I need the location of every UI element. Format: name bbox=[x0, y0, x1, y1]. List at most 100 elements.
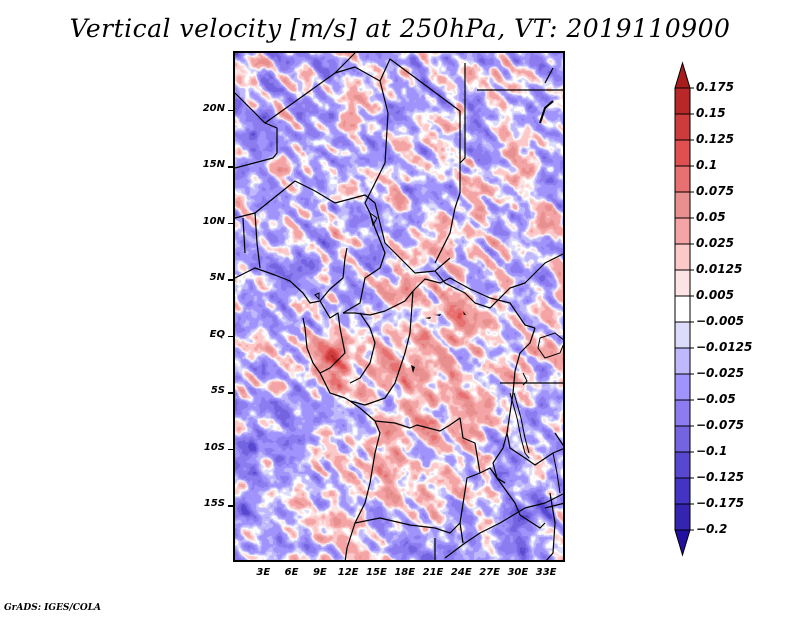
border-line bbox=[302, 317, 346, 374]
colorbar-bin bbox=[674, 347, 691, 375]
border-line bbox=[344, 400, 381, 562]
x-tick-label: 15E bbox=[366, 567, 387, 578]
colorbar-bin bbox=[674, 321, 691, 349]
border-line bbox=[342, 227, 386, 314]
credit-text: GrADS: IGES/COLA bbox=[4, 603, 102, 613]
y-tick-mark bbox=[228, 222, 233, 225]
y-tick-mark bbox=[228, 279, 233, 281]
y-tick-label: 5N bbox=[209, 272, 225, 284]
colorbar-bin bbox=[674, 477, 691, 505]
colorbar-bin bbox=[674, 425, 691, 453]
lake-nasser bbox=[539, 100, 554, 124]
colorbar-bin bbox=[674, 87, 691, 115]
colorbar-bin bbox=[674, 191, 691, 219]
y-tick-label: EQ bbox=[209, 328, 225, 340]
y-tick-label: 5S bbox=[210, 385, 225, 397]
colorbar-label: 0.15 bbox=[696, 106, 726, 120]
y-tick-mark bbox=[228, 392, 233, 394]
colorbar-bin bbox=[674, 399, 691, 427]
map-plot-area bbox=[235, 53, 565, 562]
border-line bbox=[374, 202, 451, 274]
border-line bbox=[492, 432, 508, 484]
border-line bbox=[459, 472, 481, 544]
colorbar-arrow-bottom bbox=[674, 529, 691, 557]
x-tick-label: 24E bbox=[450, 567, 472, 578]
colorbar-bin bbox=[674, 503, 691, 531]
border-line bbox=[235, 180, 376, 219]
colorbar-bin bbox=[674, 139, 691, 167]
x-tick-label: 21E bbox=[422, 567, 444, 578]
lake-chad bbox=[369, 211, 378, 227]
border-line bbox=[319, 372, 351, 402]
country-borders bbox=[235, 53, 565, 562]
y-tick-label: 20N bbox=[202, 102, 225, 114]
border-line bbox=[349, 312, 376, 384]
lake-tanganyika bbox=[509, 392, 530, 459]
y-tick-mark bbox=[228, 335, 233, 338]
border-line bbox=[412, 277, 536, 329]
colorbar-label: 0.075 bbox=[696, 184, 734, 198]
colorbar-label: −0.075 bbox=[696, 418, 745, 432]
colorbar-label: −0.125 bbox=[696, 470, 745, 484]
colorbar-label: −0.175 bbox=[696, 496, 745, 510]
colorbar-label: 0.005 bbox=[696, 288, 734, 302]
border-line bbox=[434, 252, 565, 309]
border-line bbox=[374, 417, 481, 474]
border-line bbox=[235, 247, 348, 304]
colorbar-label: −0.0125 bbox=[696, 340, 753, 354]
colorbar-bin bbox=[674, 243, 691, 271]
y-tick-label: 15N bbox=[202, 159, 225, 171]
colorbar-label: 0.175 bbox=[696, 80, 734, 94]
border-line bbox=[334, 58, 461, 193]
vertical-velocity-field bbox=[235, 53, 565, 562]
colorbar-arrow-top bbox=[674, 61, 691, 89]
colorbar-bin bbox=[674, 217, 691, 245]
colorbar-bin bbox=[674, 373, 691, 401]
x-tick-label: 3E bbox=[256, 567, 271, 578]
x-tick-label: 30E bbox=[507, 567, 529, 578]
border-line bbox=[354, 517, 461, 534]
colorbar-bin bbox=[674, 165, 691, 193]
x-tick-label: 18E bbox=[394, 567, 416, 578]
colorbar-bin bbox=[674, 295, 691, 323]
border-line bbox=[343, 290, 414, 316]
colorbar-label: 0.125 bbox=[696, 132, 734, 146]
colorbar-bin bbox=[674, 113, 691, 141]
colorbar-label: 0.0125 bbox=[696, 262, 743, 276]
border-line bbox=[434, 192, 461, 264]
colorbar-label: −0.005 bbox=[696, 314, 745, 328]
colorbar bbox=[674, 61, 694, 557]
lake-kivu bbox=[522, 372, 528, 386]
y-tick-mark bbox=[228, 505, 233, 507]
border-line bbox=[364, 80, 389, 229]
colorbar-bin bbox=[674, 269, 691, 297]
colorbar-label: 0.025 bbox=[696, 236, 734, 250]
y-tick-mark bbox=[228, 448, 233, 451]
colorbar-label: −0.1 bbox=[696, 444, 728, 458]
lake-victoria bbox=[537, 332, 565, 359]
x-tick-label: 9E bbox=[312, 567, 327, 578]
lake-marks bbox=[411, 311, 466, 373]
y-tick-label: 15S bbox=[203, 498, 225, 510]
y-tick-mark bbox=[228, 109, 233, 112]
border-line bbox=[444, 492, 565, 559]
chart-title: Vertical velocity [m/s] at 250hPa, VT: 2… bbox=[69, 14, 731, 43]
colorbar-label: −0.05 bbox=[696, 392, 736, 406]
colorbar-label: 0.05 bbox=[696, 210, 726, 224]
colorbar-bin bbox=[674, 451, 691, 479]
border-line bbox=[544, 67, 554, 84]
colorbar-label: −0.025 bbox=[696, 366, 745, 380]
border-line bbox=[242, 217, 246, 254]
x-tick-label: 27E bbox=[479, 567, 500, 578]
y-tick-label: 10S bbox=[203, 441, 225, 453]
y-tick-mark bbox=[228, 166, 233, 168]
border-line bbox=[459, 63, 466, 164]
x-tick-label: 6E bbox=[284, 567, 299, 578]
border-line bbox=[235, 122, 278, 169]
border-line bbox=[554, 432, 565, 449]
border-line bbox=[235, 53, 356, 124]
x-tick-label: 12E bbox=[337, 567, 359, 578]
border-line bbox=[544, 502, 565, 509]
colorbar-label: 0.1 bbox=[696, 158, 718, 172]
border-line bbox=[544, 492, 556, 562]
